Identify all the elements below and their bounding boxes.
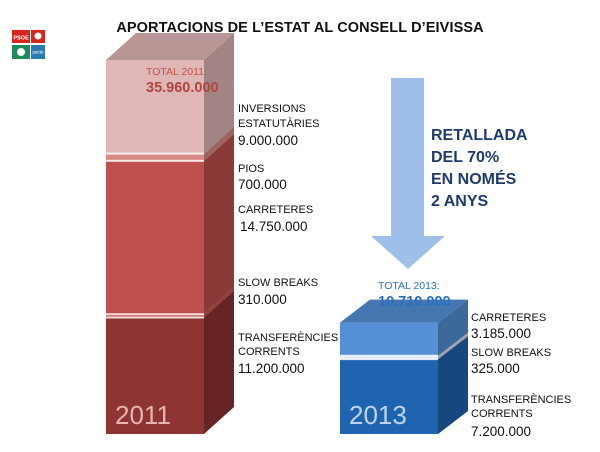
- bar-2011-top-face: [106, 33, 234, 61]
- value-carreteres-2013: 3.185.000: [471, 326, 532, 341]
- value-transferencies-2013: 7.200.000: [471, 424, 532, 439]
- bar-2013-side-carreteres: [438, 299, 468, 356]
- label-inversions-2: ESTATUTÀRIES: [238, 118, 320, 130]
- value-transferencies-2011: 11.200.000: [238, 361, 305, 376]
- label-transferencies-2013-2: CORRENTS: [471, 408, 533, 420]
- bar-2011-segment-inversions-estatut-ries: [106, 60, 204, 154]
- label-carreteres-2011: CARRETERES: [238, 204, 314, 216]
- label-carreteres-2013: CARRETERES: [471, 312, 547, 324]
- label-pios: PIOS: [238, 163, 265, 175]
- bar-2013-side-transfer-ncies-corrents: [438, 336, 468, 434]
- bar-2011-segment-carreteres: [106, 160, 204, 315]
- value-slowbreaks-2013: 325.000: [471, 361, 520, 376]
- bar-2013-side-slow-breaks: [438, 332, 468, 360]
- bar-2013-segment-carreteres: [340, 322, 438, 356]
- label-transferencies-2013-1: TRANSFERÈNCIES: [471, 394, 572, 406]
- bar-2011-segment-pios: [106, 153, 204, 161]
- cut-note-line-2: DEL 70%: [431, 149, 500, 166]
- bar-2011-side-carreteres: [204, 133, 234, 315]
- rose-icon: [34, 32, 42, 40]
- cut-note: RETALLADA DEL 70% EN NOMÉS 2 ANYS: [431, 125, 528, 213]
- label-slowbreaks-2013: SLOW BREAKS: [471, 347, 552, 359]
- bar-2011-side-slow-breaks: [204, 287, 234, 318]
- value-carreteres-2011: 14.750.000: [240, 219, 308, 234]
- bar-2013-segment-slow-breaks: [340, 355, 438, 360]
- down-arrow-icon: [371, 78, 445, 269]
- cut-note-line-4: 2 ANYS: [431, 193, 489, 210]
- cut-note-line-1: RETALLADA: [431, 127, 528, 144]
- value-slowbreaks-2011: 310.000: [238, 292, 287, 307]
- leaf-icon: [17, 48, 25, 56]
- total-2013-value: 10.710.000: [378, 294, 451, 310]
- bar-2013: 2013: [340, 299, 468, 434]
- logo-pacte-text: pacte: [32, 50, 44, 55]
- label-inversions-1: INVERSIONS: [238, 103, 306, 115]
- year-label-2011: 2011: [115, 400, 171, 430]
- label-slowbreaks-2011: SLOW BREAKS: [238, 277, 319, 289]
- value-pios: 700.000: [238, 177, 287, 192]
- label-transferencies-2011-1: TRANSFERÈNCIES: [238, 332, 339, 344]
- bar-2011-segment-transfer-ncies-corrents: [106, 317, 204, 434]
- total-2011-value: 35.960.000: [146, 80, 219, 96]
- bar-2011: 2011: [106, 33, 234, 434]
- label-transferencies-2011-2: CORRENTS: [238, 346, 300, 358]
- cut-note-line-3: EN NOMÉS: [431, 171, 517, 188]
- bar-2013-top-face: [340, 299, 468, 323]
- logo-psoe-text: PSOE: [13, 36, 29, 42]
- page-title: APORTACIONS DE L’ESTAT AL CONSELL D’EIVI…: [116, 20, 484, 36]
- year-label-2013: 2013: [349, 400, 407, 430]
- total-2013-label: TOTAL 2013:: [378, 280, 440, 292]
- bar-2011-side-transfer-ncies-corrents: [204, 290, 234, 434]
- bar-2013-segment-transfer-ncies-corrents: [340, 359, 438, 434]
- bar-2011-side-inversions-estatut-ries: [204, 33, 234, 154]
- logo-pacte-box: [31, 45, 45, 59]
- logo-psoe-box: [12, 30, 30, 43]
- value-inversions: 9.000.000: [238, 133, 299, 148]
- bar-2011-segment-slow-breaks: [106, 314, 204, 318]
- bar-2011-side-pios: [204, 126, 234, 161]
- total-2011-label: TOTAL 2011:: [146, 66, 207, 78]
- party-logo: PSOE pacte: [12, 30, 45, 59]
